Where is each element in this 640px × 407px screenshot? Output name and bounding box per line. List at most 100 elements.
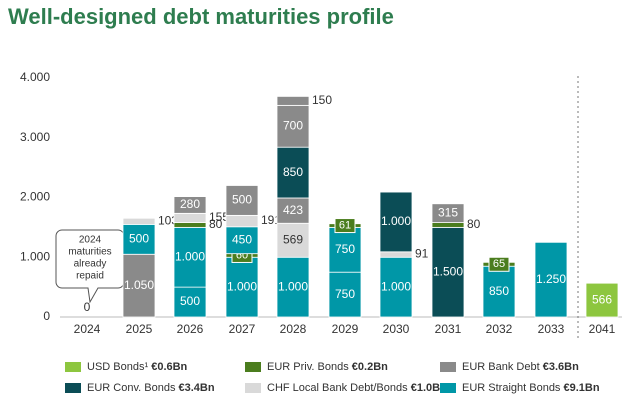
bar-segment — [122, 253, 156, 318]
legend-swatch — [245, 362, 261, 372]
bar-segment — [122, 217, 156, 225]
value-label: 65 — [493, 258, 505, 270]
x-tick-label: 2029 — [332, 322, 359, 336]
legend-name: EUR Conv. Bonds — [87, 382, 176, 394]
value-label: 566 — [592, 292, 612, 306]
legend-swatch — [440, 383, 456, 393]
legend-label: USD Bonds¹ €0.6Bn — [87, 361, 188, 373]
bar-segment — [276, 222, 310, 258]
value-label: 91 — [415, 247, 429, 261]
chart-title: Well-designed debt maturities profile — [8, 4, 394, 29]
callout-text: already — [74, 259, 107, 270]
value-label: 500 — [129, 231, 149, 245]
legend-name: EUR Straight Bonds — [462, 382, 561, 394]
legend-amount: €0.2Bn — [352, 361, 388, 373]
bar-segment — [276, 96, 310, 106]
bar-segment — [482, 265, 516, 318]
value-label: 1.000 — [278, 279, 308, 293]
legend-label: CHF Local Bank Debt/Bonds €1.0Bn — [267, 382, 447, 394]
legend-swatch — [65, 362, 81, 372]
callout-text: maturities — [68, 247, 111, 258]
x-tick-label: 2028 — [280, 322, 307, 336]
bar-segment — [173, 196, 207, 214]
x-tick-label: 2026 — [177, 322, 204, 336]
legend-label: EUR Straight Bonds €9.1Bn — [462, 382, 600, 394]
legend-label: EUR Conv. Bonds €3.4Bn — [87, 382, 215, 394]
value-label: 315 — [438, 205, 458, 219]
x-tick-label: 2025 — [126, 322, 153, 336]
value-label: 569 — [283, 232, 303, 246]
bar-segment — [379, 191, 413, 253]
value-label: 150 — [312, 93, 332, 107]
legend-name: EUR Bank Debt — [462, 361, 540, 373]
legend-swatch — [245, 383, 261, 393]
x-tick-label: 2030 — [383, 322, 410, 336]
bar-segment — [225, 214, 259, 228]
bar-segment — [431, 203, 465, 223]
bar-segment — [534, 241, 568, 318]
y-tick-label: 0 — [43, 309, 50, 323]
bar-segment — [225, 185, 259, 216]
value-label: 1.250 — [536, 272, 566, 286]
legend-name: USD Bonds¹ — [87, 361, 148, 373]
legend-amount: €3.4Bn — [179, 382, 215, 394]
y-tick-label: 4.000 — [20, 70, 50, 84]
bar-segment — [173, 222, 207, 228]
value-label: 80 — [209, 217, 223, 231]
value-label: 850 — [489, 284, 509, 298]
x-tick-label: 2041 — [589, 322, 616, 336]
value-label: 750 — [335, 242, 355, 256]
legend-name: CHF Local Bank Debt/Bonds — [267, 382, 408, 394]
bar-segment — [379, 251, 413, 258]
legend-label: EUR Bank Debt €3.6Bn — [462, 361, 579, 373]
bar-segment — [328, 271, 362, 318]
value-label: 1.000 — [381, 214, 411, 228]
legend-amount: €3.6Bn — [543, 361, 579, 373]
value-label: 280 — [180, 197, 200, 211]
callout-text: 2024 — [79, 235, 102, 246]
legend-name: EUR Priv. Bonds — [267, 361, 349, 373]
y-tick-label: 1.000 — [20, 249, 50, 263]
legend-amount: €9.1Bn — [564, 382, 600, 394]
y-tick-label: 3.000 — [20, 130, 50, 144]
x-tick-label: 2032 — [486, 322, 513, 336]
callout-text: repaid — [76, 271, 104, 282]
legend-amount: €1.0Bn — [411, 382, 447, 394]
value-label: 0 — [84, 300, 91, 314]
value-label: 1.000 — [227, 279, 257, 293]
value-label: 191 — [261, 213, 281, 227]
value-label: 61 — [339, 219, 351, 231]
bar-segment — [585, 282, 619, 318]
x-tick-label: 2024 — [74, 322, 101, 336]
x-tick-label: 2027 — [229, 322, 256, 336]
value-label-box — [334, 218, 356, 234]
bar-segment — [173, 286, 207, 318]
value-label: 1.000 — [175, 249, 205, 263]
x-tick-label: 2033 — [538, 322, 565, 336]
value-label: 700 — [283, 118, 303, 132]
value-label: 450 — [232, 232, 252, 246]
y-tick-label: 2.000 — [20, 190, 50, 204]
bar-segment — [225, 226, 259, 255]
bar-segment — [431, 222, 465, 228]
x-tick-label: 2031 — [435, 322, 462, 336]
value-label: 1.000 — [381, 279, 411, 293]
value-label: 423 — [283, 203, 303, 217]
value-label: 80 — [467, 217, 481, 231]
bar-segment — [276, 146, 310, 199]
value-label: 500 — [180, 294, 200, 308]
bar-segment — [276, 104, 310, 148]
value-label: 155 — [209, 210, 229, 224]
legend-swatch — [440, 362, 456, 372]
legend-amount: €0.6Bn — [151, 361, 187, 373]
bar-segment — [173, 212, 207, 223]
bar-segment — [328, 226, 362, 273]
value-label: 103 — [158, 213, 178, 227]
value-label: 1.050 — [124, 278, 154, 292]
value-label-box — [488, 256, 510, 272]
bar-segment — [276, 256, 310, 318]
legend-swatch — [65, 383, 81, 393]
callout: 2024 maturities already repaid — [55, 229, 125, 304]
bar-segment — [379, 256, 413, 318]
